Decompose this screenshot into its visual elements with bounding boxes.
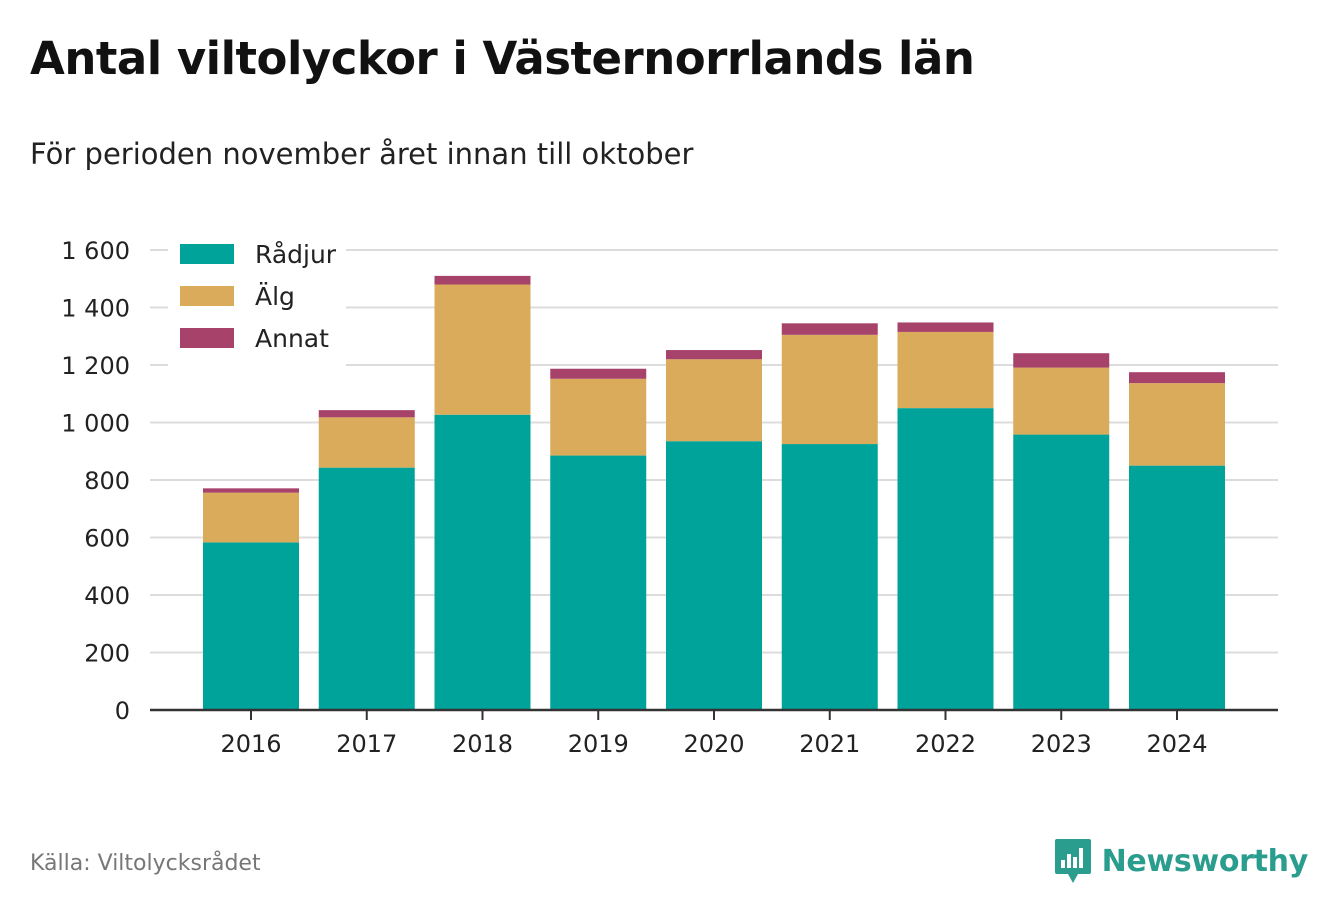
legend-label: Rådjur [255, 240, 337, 269]
chart-title: Antal viltolyckor i Västernorrlands län [30, 32, 975, 85]
x-tick-label: 2024 [1146, 730, 1207, 758]
bar-segment [897, 408, 994, 710]
legend-swatch [180, 286, 234, 306]
bar-segment [434, 284, 531, 415]
legend-label: Älg [255, 282, 295, 311]
x-tick-label: 2020 [683, 730, 744, 758]
bar-segment [781, 444, 878, 710]
x-tick-label: 2017 [336, 730, 397, 758]
bar-segment [1013, 353, 1110, 368]
x-tick-label: 2022 [915, 730, 976, 758]
bar-segment [666, 441, 762, 710]
x-tick-label: 2023 [1031, 730, 1092, 758]
bar-segment [781, 334, 878, 445]
bar-segment [550, 378, 647, 456]
bar-segment [550, 368, 647, 379]
chart-subtitle: För perioden november året innan till ok… [30, 137, 694, 171]
bar-segment [1129, 383, 1225, 466]
bar-segment [897, 322, 994, 332]
y-tick-label: 1 000 [61, 410, 130, 438]
x-tick-label: 2021 [799, 730, 860, 758]
bar-segment [666, 359, 762, 442]
bar-segment [1013, 367, 1110, 435]
y-tick-label: 1 400 [61, 295, 130, 323]
brand-logo: Newsworthy [1054, 838, 1308, 884]
y-tick-label: 800 [84, 467, 130, 495]
y-tick-label: 1 200 [61, 352, 130, 380]
bar-segment [203, 488, 299, 493]
bar-segment [434, 414, 531, 710]
bar-segment [1129, 372, 1225, 384]
legend-label: Annat [255, 324, 329, 353]
y-tick-label: 600 [84, 525, 130, 553]
bar-segment [434, 275, 531, 285]
bar-segment [318, 410, 415, 418]
y-tick-label: 1 600 [61, 237, 130, 265]
bar-segment [318, 467, 415, 710]
y-tick-label: 400 [84, 582, 130, 610]
x-tick-label: 2019 [568, 730, 629, 758]
y-tick-label: 200 [84, 640, 130, 668]
bar-segment [550, 455, 647, 710]
y-tick-label: 0 [115, 697, 130, 725]
bar-segment [1129, 465, 1225, 710]
x-tick-label: 2018 [452, 730, 513, 758]
bar-segment [318, 417, 415, 468]
legend-swatch [180, 328, 234, 348]
brand-name: Newsworthy [1101, 843, 1309, 879]
legend-swatch [180, 244, 234, 264]
bar-segment [1013, 434, 1110, 710]
bar-segment [897, 331, 994, 409]
bar-segment [666, 350, 762, 360]
x-tick-label: 2016 [220, 730, 281, 758]
bar-segment [203, 542, 299, 710]
bar-chart-icon [1054, 839, 1091, 883]
bar-segment [203, 492, 299, 543]
bar-segment [781, 323, 878, 335]
source-note: Källa: Viltolycksrådet [30, 851, 261, 876]
